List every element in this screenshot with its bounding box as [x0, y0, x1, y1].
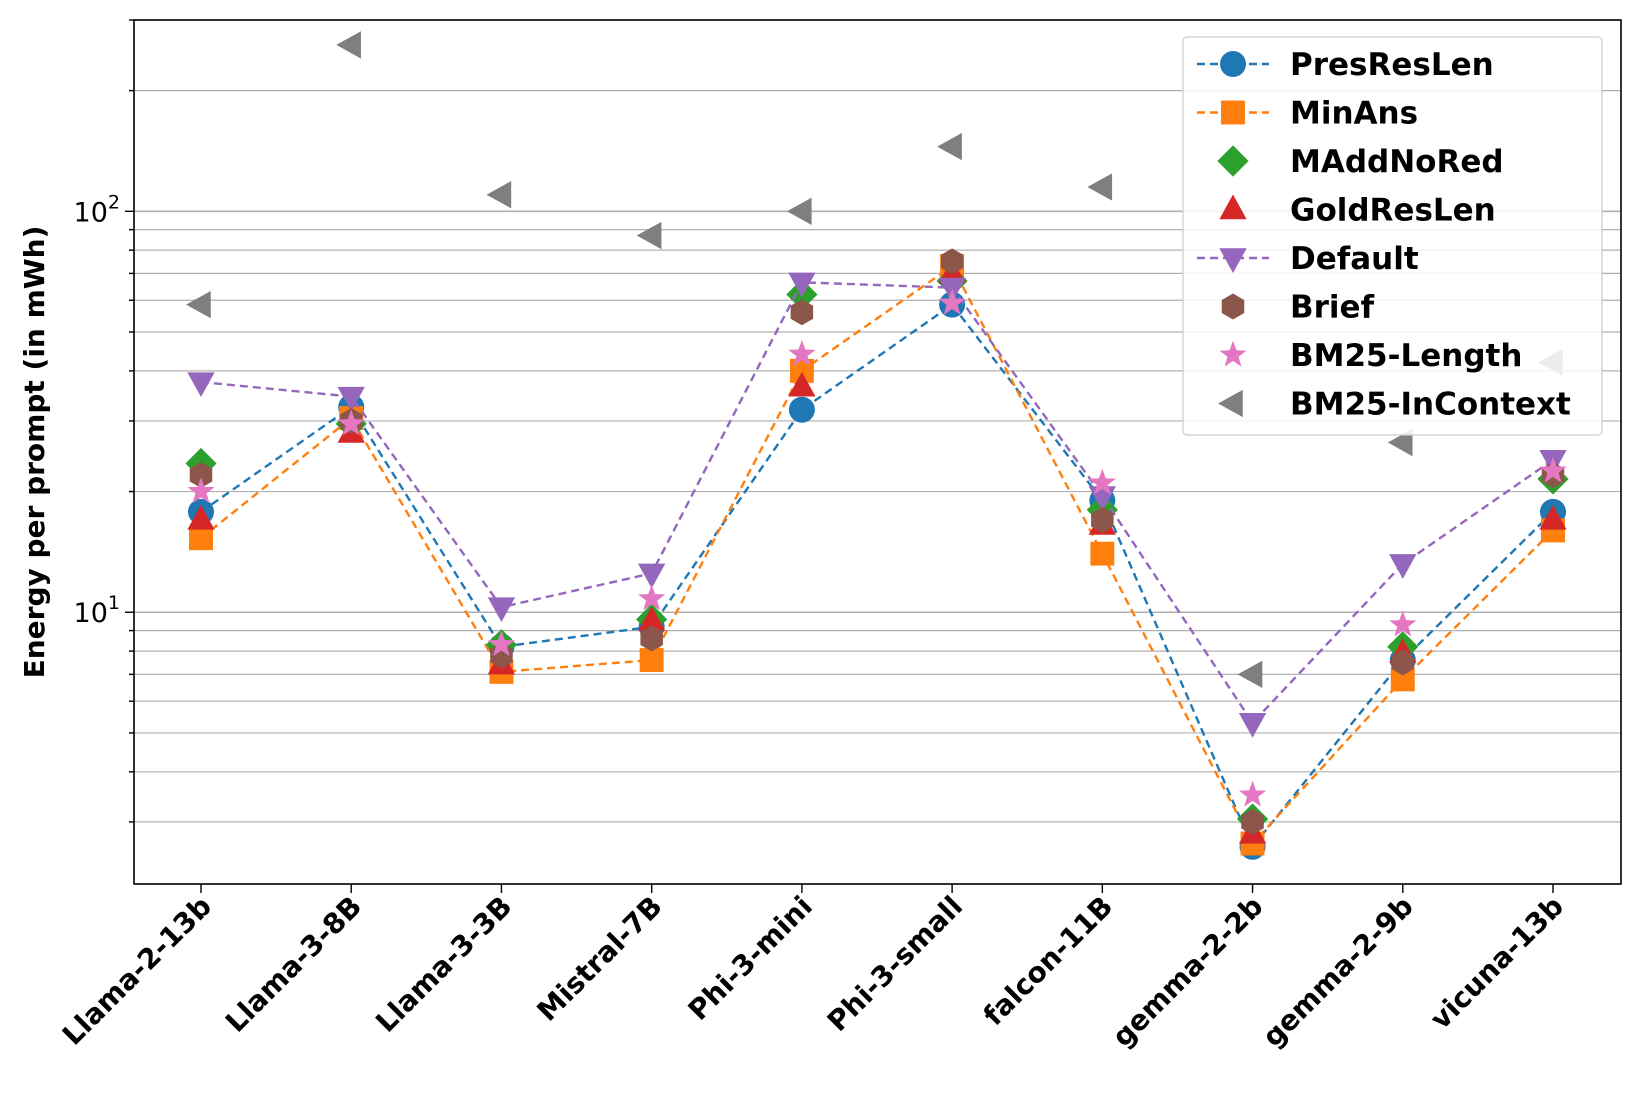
legend-label-presreslen: PresResLen [1290, 47, 1494, 83]
data-point-goldreslen [788, 371, 816, 397]
data-point-goldreslen [187, 504, 215, 530]
data-point-bm25-incontext [186, 291, 211, 319]
data-point-brief [1241, 808, 1264, 835]
legend-entry-maddnored: MAddNoRed [1217, 144, 1504, 180]
y-tick-label-base: 10 [74, 197, 108, 228]
data-point-brief [1091, 506, 1114, 533]
data-point-default [1389, 554, 1417, 579]
data-point-bm25-length [788, 339, 816, 366]
legend: PresResLen MinAns MAddNoRed GoldResLen Defau… [1182, 36, 1603, 436]
data-point-bm25-length [487, 630, 516, 657]
legend-label-minans: MinAns [1290, 96, 1418, 132]
data-point-minans [189, 526, 213, 551]
data-point-minans [639, 648, 664, 672]
data-point-brief [640, 625, 663, 652]
data-point-bm25-incontext [1387, 428, 1413, 457]
legend-entry-minans: MinAns [1197, 96, 1418, 132]
data-point-bm25-length [187, 477, 215, 504]
data-point-bm25-length [1389, 610, 1417, 637]
series-line-presreslen [200, 303, 1554, 850]
legend-marker-presreslen [1220, 51, 1246, 77]
data-point-default [788, 272, 816, 298]
y-tick-label: 101 [74, 592, 120, 629]
legend-entry-bm25-incontext: BM25-InContext [1218, 387, 1571, 423]
legend-marker-bm25-length [1219, 340, 1247, 367]
data-point-bm25-incontext [937, 132, 962, 161]
data-point-bm25-incontext [486, 181, 512, 209]
legend-marker-bm25-incontext [1218, 389, 1243, 418]
y-tick-label-base: 10 [74, 598, 108, 629]
legend-marker-goldreslen [1219, 194, 1247, 220]
legend-box [1182, 36, 1603, 436]
data-point-bm25-length [337, 409, 365, 436]
y-axis-title: Energy per prompt (in mWh) [18, 226, 51, 679]
data-point-bm25-incontext [1087, 173, 1113, 201]
series-bm25-length [187, 288, 1567, 807]
data-point-brief [1391, 649, 1415, 676]
data-point-default [337, 386, 365, 412]
data-point-default [487, 597, 516, 623]
legend-entry-bm25-length: BM25-Length [1219, 338, 1522, 374]
data-point-goldreslen [1539, 504, 1567, 530]
legend-marker-minans [1221, 100, 1245, 125]
legend-marker-maddnored [1217, 145, 1249, 177]
data-point-brief [790, 299, 814, 326]
legend-label-maddnored: MAddNoRed [1290, 144, 1504, 180]
data-point-default [187, 372, 215, 398]
legend-label-brief: Brief [1290, 290, 1375, 326]
axes-ticks [125, 19, 1554, 893]
legend-label-default: Default [1290, 241, 1419, 277]
series [185, 31, 1569, 860]
data-point-default [1238, 713, 1267, 738]
data-point-minans [1090, 541, 1115, 566]
data-point-presreslen [788, 396, 815, 423]
legend-entry-brief: Brief [1221, 290, 1375, 326]
data-point-minans [789, 358, 814, 383]
data-point-default [638, 563, 666, 589]
legend-marker-brief [1221, 293, 1245, 320]
data-point-bm25-incontext [786, 197, 812, 225]
legend-marker-default [1219, 248, 1247, 273]
legend-label-bm25-incontext: BM25-InContext [1290, 387, 1571, 423]
series-line-default [200, 281, 1554, 725]
data-point-bm25-length [938, 288, 966, 315]
y-tick-label: 102 [74, 191, 120, 228]
data-point-goldreslen [638, 606, 666, 631]
data-point-bm25-length [1088, 468, 1116, 495]
data-point-brief [940, 248, 964, 275]
legend-entry-presreslen: PresResLen [1197, 47, 1494, 83]
data-point-bm25-length [638, 584, 666, 611]
y-tick-label-exponent: 1 [108, 592, 120, 614]
data-point-bm25-incontext [336, 31, 361, 59]
data-point-bm25-incontext [1237, 660, 1263, 689]
data-point-bm25-length [1539, 456, 1567, 483]
data-point-bm25-length [1238, 780, 1267, 807]
legend-entry-goldreslen: GoldResLen [1219, 193, 1496, 229]
legend-label-goldreslen: GoldResLen [1290, 193, 1496, 229]
series-line-minans [200, 264, 1554, 846]
series-bm25-incontext [186, 31, 1563, 689]
data-point-minans [1390, 667, 1415, 692]
plot-area-frame [133, 19, 1622, 885]
data-point-bm25-incontext [636, 221, 662, 250]
legend-label-bm25-length: BM25-Length [1290, 338, 1522, 374]
data-point-brief [189, 461, 213, 488]
y-tick-label-exponent: 2 [108, 191, 120, 213]
legend-entry-default: Default [1197, 241, 1419, 277]
